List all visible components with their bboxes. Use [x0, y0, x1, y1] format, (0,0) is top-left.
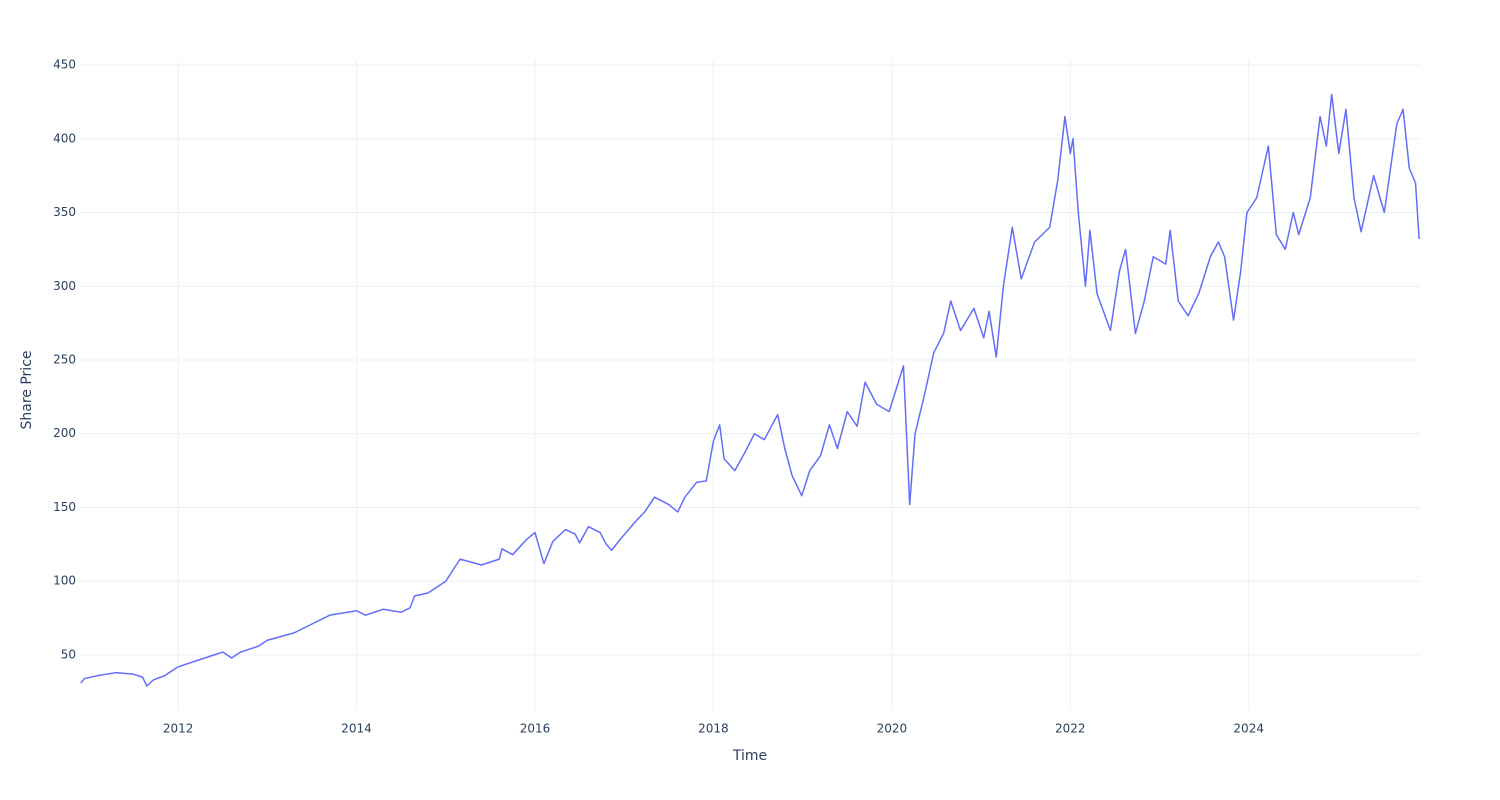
price-line — [80, 93, 1420, 687]
x-tick-label: 2016 — [520, 722, 551, 736]
x-tick-label: 2018 — [698, 722, 729, 736]
y-tick-label: 250 — [53, 353, 76, 367]
y-tick-label: 50 — [61, 647, 76, 661]
y-tick-label: 300 — [53, 279, 76, 293]
x-tick-label: 2024 — [1233, 722, 1264, 736]
y-tick-label: 450 — [53, 58, 76, 72]
plot-area — [80, 93, 1420, 687]
y-tick-label: 200 — [53, 426, 76, 440]
x-tick-label: 2020 — [877, 722, 908, 736]
x-tick-label: 2014 — [341, 722, 372, 736]
x-tick-label: 2012 — [163, 722, 194, 736]
y-tick-label: 400 — [53, 131, 76, 145]
grid — [80, 60, 1420, 710]
y-tick-label: 150 — [53, 500, 76, 514]
y-tick-label: 100 — [53, 574, 76, 588]
y-tick-label: 350 — [53, 205, 76, 219]
x-axis-title: Time — [732, 748, 767, 764]
y-axis-title: Share Price — [19, 350, 35, 429]
x-tick-label: 2022 — [1055, 722, 1086, 736]
